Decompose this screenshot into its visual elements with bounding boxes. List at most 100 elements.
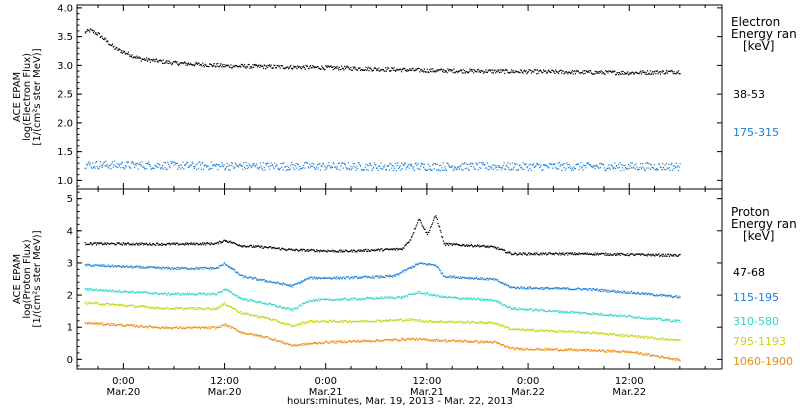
proton-data-point [585,288,587,290]
electron-data-point [255,63,257,66]
electron-data-point [634,164,636,166]
electron-data-point [212,165,214,167]
proton-data-point [636,253,638,255]
proton-data-point [260,245,262,247]
proton-data-point [92,264,94,266]
proton-data-point [171,267,173,269]
proton-data-point [599,333,601,335]
proton-data-point [527,254,529,256]
proton-data-point [441,320,443,322]
proton-data-point [455,243,457,245]
electron-data-point [118,163,120,166]
proton-data-point [449,275,451,277]
proton-data-point [583,311,586,314]
proton-data-point [298,304,300,306]
proton-data-point [404,295,406,297]
electron-data-point [243,64,246,66]
proton-data-point [290,285,292,287]
electron-data-point [133,166,136,169]
proton-data-point [256,301,258,304]
proton-data-point [476,278,479,281]
electron-data-point [436,69,438,71]
proton-data-point [527,329,529,332]
proton-data-point [406,242,408,244]
proton-data-point [435,266,438,268]
electron-data-point [619,162,621,164]
proton-data-point [149,307,151,310]
electron-data-point [326,166,328,168]
electron-data-point [142,58,144,61]
electron-data-point [248,163,250,165]
proton-data-point [442,275,444,277]
electron-data-point [458,70,460,72]
proton-data-point [619,254,621,256]
proton-data-point [633,336,635,338]
electron-data-point [187,64,189,66]
proton-data-point [440,272,442,274]
proton-data-point [558,252,561,254]
proton-data-point [151,326,153,328]
electron-data-point [269,168,271,170]
proton-data-point [190,293,192,295]
proton-data-point [167,306,169,309]
proton-data-point [230,268,232,270]
electron-data-point [161,60,163,62]
electron-data-point [627,74,630,76]
electron-data-point [328,66,330,68]
proton-data-point [523,286,525,288]
proton-data-point [614,253,616,255]
proton-data-point [568,252,570,254]
electron-data-point [109,164,111,166]
proton-data-point [339,299,341,302]
proton-data-point [165,293,167,295]
proton-data-point [615,335,617,337]
proton-data-point [130,243,132,245]
electron-data-point [631,162,633,164]
electron-data-point [143,58,145,60]
proton-data-point [191,268,193,270]
electron-data-point [188,165,190,167]
proton-data-point [446,277,448,279]
electron-data-point [535,165,537,167]
proton-data-point [285,284,287,286]
proton-data-point [518,328,520,330]
proton-data-point [138,306,140,308]
electron-data-point [184,164,186,166]
proton-data-point [512,308,514,310]
proton-data-point [641,253,643,255]
proton-data-point [187,327,189,329]
electron-data-point [539,70,541,72]
proton-data-point [412,266,414,268]
proton-data-point [179,326,181,328]
electron-data-point [494,167,496,169]
electron-data-point [530,72,532,74]
proton-data-point [597,332,599,334]
electron-data-point [617,167,619,169]
proton-data-point [612,254,614,256]
proton-data-point [369,250,372,252]
proton-data-point [505,306,507,308]
electron-data-point [187,166,189,168]
proton-data-point [605,254,608,256]
proton-data-point [189,307,191,309]
proton-data-point [149,292,151,294]
proton-data-point [677,255,679,257]
proton-data-point [550,288,552,290]
electron-data-point [240,66,242,68]
proton-data-point [650,255,652,257]
electron-data-point [409,163,411,165]
proton-data-point [267,304,269,306]
electron-data-point [290,64,292,67]
electron-data-point [397,162,399,164]
proton-data-point [675,321,677,323]
proton-data-point [652,254,654,256]
proton-data-point [114,324,117,326]
proton-data-point [650,336,652,338]
proton-data-point [571,311,573,313]
electron-data-point [586,162,589,164]
proton-data-point [407,241,409,243]
proton-data-point [106,302,108,305]
proton-data-point [474,244,476,247]
proton-data-point [124,325,126,327]
proton-data-point [424,263,426,265]
